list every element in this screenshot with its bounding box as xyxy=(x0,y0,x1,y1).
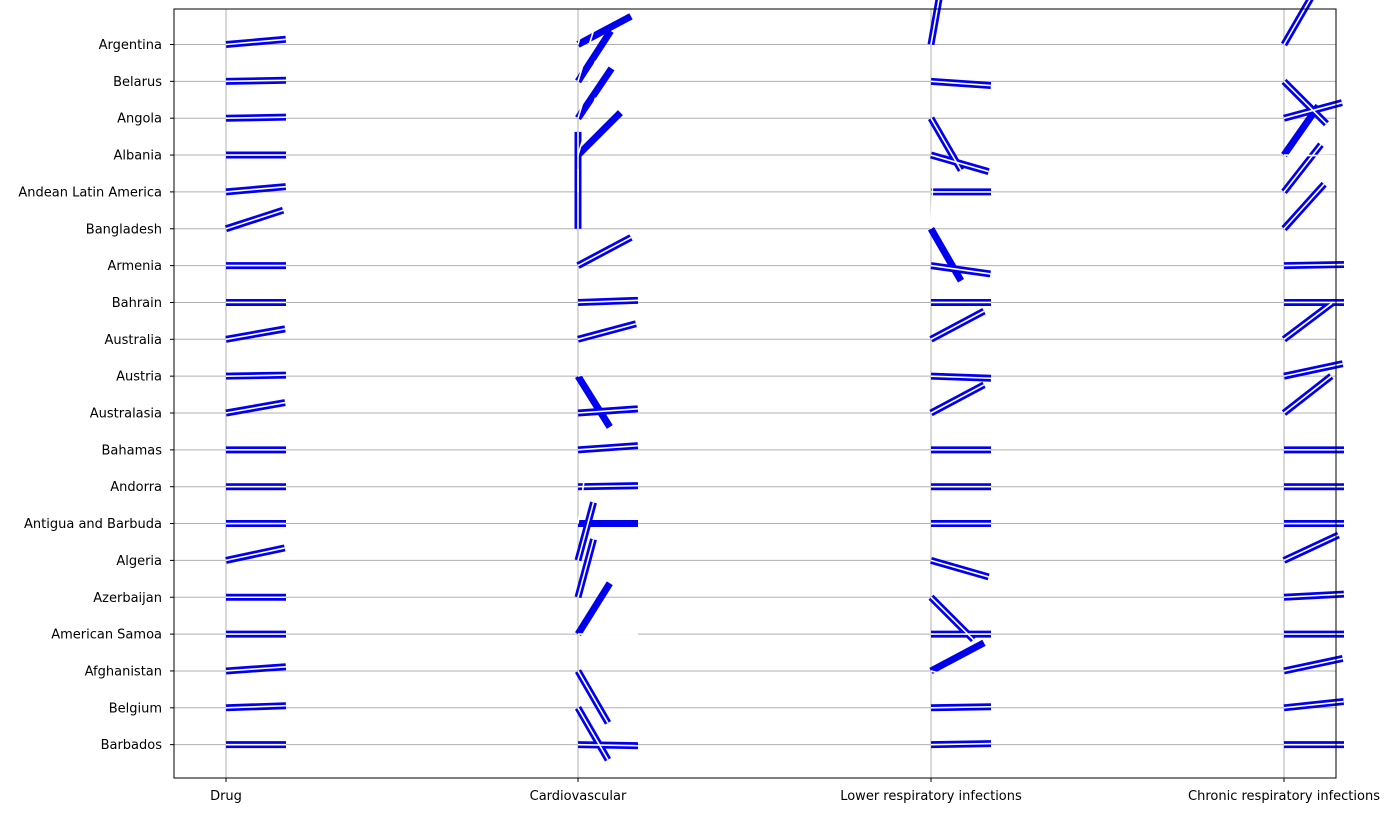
x-tick-label: Drug xyxy=(210,789,242,804)
glyph-white-segment xyxy=(1283,700,1344,709)
glyph-white-segment xyxy=(225,665,286,672)
y-tick-label: Australia xyxy=(104,333,162,348)
y-tick-label: Azerbaijan xyxy=(93,591,162,606)
y-tick-label: Andean Latin America xyxy=(18,185,162,200)
glyph-white-segment xyxy=(577,408,638,414)
y-tick-label: Andorra xyxy=(110,480,162,495)
glyph-white-segment xyxy=(1283,534,1339,562)
glyph-white-segment xyxy=(930,670,989,689)
glyph-white-segment xyxy=(1283,593,1344,599)
glyph-white-segment xyxy=(1283,263,1345,267)
glyph-white-segment xyxy=(577,444,638,451)
glyph-white-segment xyxy=(1283,657,1343,672)
glyph-blue-segment xyxy=(927,226,965,283)
glyph-white-segment xyxy=(1283,362,1343,377)
glyph-white-segment xyxy=(930,559,989,578)
glyph-white-segment xyxy=(577,236,632,267)
y-tick-label: Barbados xyxy=(101,738,163,753)
glyph-white-segment xyxy=(577,539,595,598)
glyph-white-segment xyxy=(577,60,597,119)
y-tick-label: Armenia xyxy=(108,259,163,274)
glyph-white-segment xyxy=(930,384,985,414)
glyph-white-segment xyxy=(930,310,985,341)
grid-layer xyxy=(174,9,1336,778)
glyph-white-segment xyxy=(577,359,637,377)
glyph-white-segment xyxy=(930,375,991,380)
glyph-white-segment xyxy=(225,116,287,119)
glyph-white-segment xyxy=(225,328,286,341)
glyph-white-segment xyxy=(577,707,609,761)
x-tick-label: Chronic respiratory infections xyxy=(1188,789,1380,804)
x-tick-label: Lower respiratory infections xyxy=(840,789,1022,804)
glyph-white-segment xyxy=(930,168,934,229)
glyph-white-segment xyxy=(1283,302,1333,340)
y-tick-label: Albania xyxy=(113,149,162,164)
glyph-white-segment xyxy=(1283,144,1322,193)
y-tick-label: Angola xyxy=(117,112,162,127)
y-tick-label: Belgium xyxy=(109,701,162,716)
y-tick-label: Afghanistan xyxy=(85,664,162,679)
glyph-white-segment xyxy=(577,484,639,488)
glyph-blue-segment xyxy=(1281,103,1322,158)
y-tick-label: Belarus xyxy=(113,75,162,90)
x-tick-label: Cardiovascular xyxy=(530,789,627,804)
glyph-white-segment xyxy=(1283,183,1325,230)
glyph-white-segment xyxy=(225,185,286,193)
y-tick-label: Austria xyxy=(116,370,162,385)
glyph-white-segment xyxy=(225,79,287,83)
glyph-white-segment xyxy=(577,97,597,156)
glyph-white-segment xyxy=(930,154,989,173)
y-tick-label: Australasia xyxy=(90,407,162,422)
y-tick-labels: Argentina Belarus Angola Albania Andean Lati… xyxy=(18,38,174,753)
y-tick-label: Bangladesh xyxy=(86,222,162,237)
glyph-blue-segment xyxy=(576,13,633,48)
glyph-white-segment xyxy=(577,670,609,724)
glyph-blue-segment xyxy=(575,374,613,429)
y-tick-label: Algeria xyxy=(116,554,162,569)
glyph-white-segment xyxy=(225,704,286,709)
glyph-white-segment xyxy=(1283,0,1311,45)
x-tick-labels: Drug Cardiovascular Lower respiratory infe… xyxy=(210,778,1380,804)
glyph-white-segment xyxy=(225,38,286,46)
glyph-white-segment xyxy=(577,299,638,304)
glyph-white-segment xyxy=(225,547,285,562)
glyph-white-segment xyxy=(577,464,588,524)
glyph-white-segment xyxy=(930,264,991,275)
glyph-white-segment xyxy=(577,23,597,82)
glyph-white-segment xyxy=(930,80,991,87)
glyph-white-segment xyxy=(1283,101,1343,119)
glyph-white-segment xyxy=(930,705,992,709)
glyph-white-segment xyxy=(577,0,591,45)
y-tick-label: American Samoa xyxy=(51,628,162,643)
glyph-white-segment xyxy=(577,502,595,561)
glyph-white-segment xyxy=(1283,154,1345,157)
glyph-white-segment xyxy=(1283,80,1327,125)
glyph-white-segment xyxy=(225,374,287,377)
glyph-white-segment xyxy=(577,322,637,341)
glyph-white-segment xyxy=(577,743,639,747)
glyph-white-segment xyxy=(930,0,940,45)
glyph-blue-segment xyxy=(575,581,613,636)
glyph-white-segment xyxy=(225,401,286,414)
glyph-blue-segment xyxy=(929,639,986,675)
plot-frame xyxy=(173,8,1337,779)
glyph-blue-segment xyxy=(575,29,614,84)
glyph-blue-segment xyxy=(575,110,623,158)
glyph-white-segment xyxy=(1283,375,1332,414)
y-tick-label: Argentina xyxy=(99,38,162,53)
y-tick-label: Bahrain xyxy=(112,296,162,311)
y-tick-label: Antigua and Barbuda xyxy=(24,517,162,532)
y-tick-label: Bahamas xyxy=(102,443,163,458)
glyph-white-segment xyxy=(930,596,974,641)
glyph-blue-segment xyxy=(575,66,615,121)
glyph-layer xyxy=(224,0,1345,762)
glyph-white-segment xyxy=(225,209,284,230)
glyph-white-segment xyxy=(930,742,992,746)
